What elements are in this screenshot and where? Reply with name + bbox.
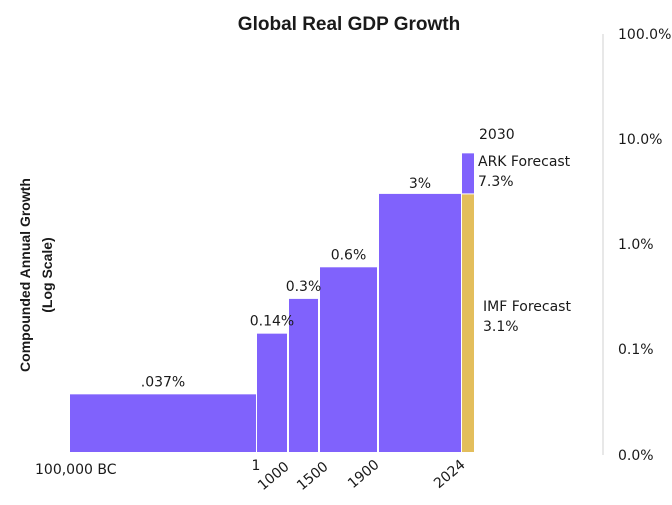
y-axis-label-line-2: (Log Scale) <box>39 237 55 312</box>
imf-forecast-value: 3.1% <box>483 319 519 335</box>
ark-forecast-bar <box>462 153 474 194</box>
bar-0 <box>70 394 256 452</box>
ark-forecast-name: ARK Forecast <box>478 154 571 170</box>
chart-title: Global Real GDP Growth <box>238 14 460 35</box>
x-tick-2: 1000 <box>255 459 293 494</box>
imf-forecast-name: IMF Forecast <box>483 299 571 315</box>
imf-forecast-bar <box>462 194 474 452</box>
y-tick-4: 0.0% <box>618 448 654 464</box>
x-tick-1: 1 <box>252 458 261 474</box>
bar-label-2: 0.3% <box>286 279 322 295</box>
x-tick-3: 1500 <box>294 459 332 494</box>
bar-label-0: .037% <box>141 374 185 390</box>
bar-4 <box>379 193 461 452</box>
bar-label-1: 0.14% <box>250 314 294 330</box>
y-axis-label-line-1: Compounded Annual Growth <box>17 178 33 372</box>
ark-forecast-year: 2030 <box>479 127 515 143</box>
bar-label-4: 3% <box>409 176 431 192</box>
y-tick-2: 1.0% <box>618 237 654 253</box>
x-tick-5: 2024 <box>431 457 469 492</box>
y-tick-0: 100.0% <box>618 27 671 43</box>
bar-label-3: 0.6% <box>331 247 367 263</box>
x-tick-4: 1900 <box>345 457 383 492</box>
bar-1 <box>257 333 287 452</box>
x-tick-0: 100,000 BC <box>35 462 117 478</box>
y-tick-1: 10.0% <box>618 132 662 148</box>
y-tick-3: 0.1% <box>618 342 654 358</box>
bar-3 <box>320 267 377 452</box>
bar-2 <box>289 298 318 452</box>
ark-forecast-value: 7.3% <box>478 174 514 190</box>
